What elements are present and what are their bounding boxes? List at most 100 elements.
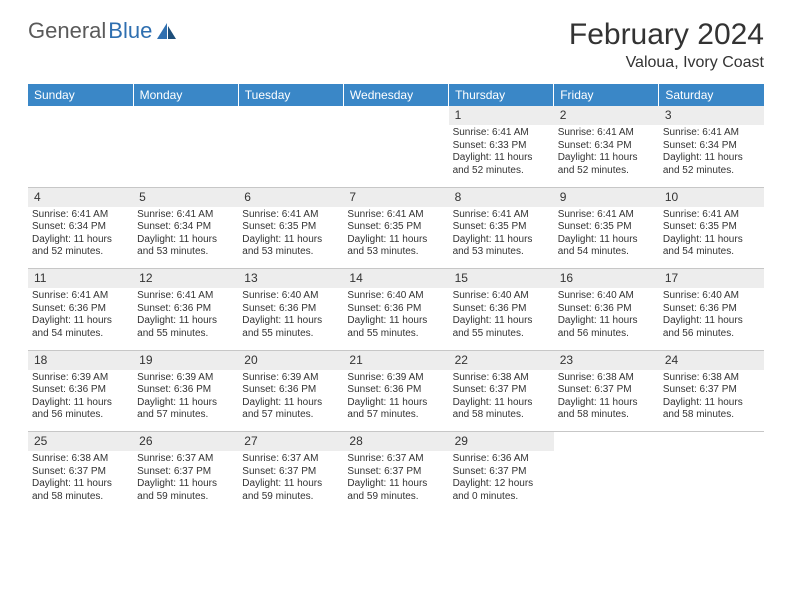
day-detail-cell: Sunrise: 6:41 AMSunset: 6:34 PMDaylight:… <box>133 207 238 269</box>
sunrise-text: Sunrise: 6:41 AM <box>32 209 129 222</box>
daylight-text-1: Daylight: 11 hours <box>137 234 234 247</box>
daylight-text-1: Daylight: 11 hours <box>558 397 655 410</box>
day-detail-cell: Sunrise: 6:37 AMSunset: 6:37 PMDaylight:… <box>343 451 448 513</box>
day-detail-cell: Sunrise: 6:41 AMSunset: 6:34 PMDaylight:… <box>554 125 659 187</box>
daylight-text-2: and 58 minutes. <box>663 409 760 422</box>
day-detail-cell: Sunrise: 6:40 AMSunset: 6:36 PMDaylight:… <box>659 288 764 350</box>
sunrise-text: Sunrise: 6:39 AM <box>347 372 444 385</box>
sunset-text: Sunset: 6:33 PM <box>453 140 550 153</box>
sunset-text: Sunset: 6:34 PM <box>558 140 655 153</box>
daylight-text-1: Daylight: 11 hours <box>242 478 339 491</box>
sunrise-text: Sunrise: 6:36 AM <box>453 453 550 466</box>
day-number-cell: 11 <box>28 269 133 289</box>
sunrise-text: Sunrise: 6:37 AM <box>137 453 234 466</box>
sunrise-text: Sunrise: 6:40 AM <box>242 290 339 303</box>
sunrise-text: Sunrise: 6:41 AM <box>453 209 550 222</box>
day-detail-cell <box>343 125 448 187</box>
detail-row: Sunrise: 6:38 AM Sunset: 6:37 PM Daylight:… <box>28 451 764 513</box>
detail-row: Sunrise: 6:39 AMSunset: 6:36 PMDaylight:… <box>28 370 764 432</box>
day-number-cell: 18 <box>28 350 133 370</box>
daylight-text-2: and 52 minutes. <box>558 165 655 178</box>
day-detail-cell <box>238 125 343 187</box>
day-detail-cell: Sunrise: 6:40 AMSunset: 6:36 PMDaylight:… <box>238 288 343 350</box>
day-number-cell: 13 <box>238 269 343 289</box>
daylight-text-1: Daylight: 11 hours <box>663 397 760 410</box>
day-detail-cell: Sunrise: 6:41 AMSunset: 6:34 PMDaylight:… <box>659 125 764 187</box>
daylight-text-2: and 56 minutes. <box>558 328 655 341</box>
sunrise-text: Sunrise: 6:41 AM <box>32 290 129 303</box>
day-number-cell: 28 <box>343 432 448 452</box>
day-number-cell: 21 <box>343 350 448 370</box>
day-detail-cell: Sunrise: 6:40 AMSunset: 6:36 PMDaylight:… <box>343 288 448 350</box>
daylight-text-2: and 53 minutes. <box>137 246 234 259</box>
daylight-text-1: Daylight: 11 hours <box>32 315 129 328</box>
day-detail-cell: Sunrise: 6:41 AMSunset: 6:35 PMDaylight:… <box>554 207 659 269</box>
day-number-cell: 9 <box>554 187 659 207</box>
sunset-text: Sunset: 6:36 PM <box>347 384 444 397</box>
sunset-text: Sunset: 6:37 PM <box>453 384 550 397</box>
sunset-text: Sunset: 6:36 PM <box>663 303 760 316</box>
sunrise-text: Sunrise: 6:41 AM <box>137 290 234 303</box>
weekday-tuesday: Tuesday <box>238 84 343 106</box>
daylight-text-1: Daylight: 11 hours <box>137 397 234 410</box>
sunrise-text: Sunrise: 6:40 AM <box>558 290 655 303</box>
sunset-text: Sunset: 6:36 PM <box>242 303 339 316</box>
daylight-text-1: Daylight: 11 hours <box>32 478 129 491</box>
day-number-cell <box>343 106 448 125</box>
daynum-row: 45678910 <box>28 187 764 207</box>
day-number-cell: 26 <box>133 432 238 452</box>
sunset-text: Sunset: 6:36 PM <box>242 384 339 397</box>
daylight-text-2: and 57 minutes. <box>242 409 339 422</box>
day-number-cell: 5 <box>133 187 238 207</box>
sunrise-text: Sunrise: 6:37 AM <box>242 453 339 466</box>
sunrise-text: Sunrise: 6:41 AM <box>242 209 339 222</box>
sunrise-text: Sunrise: 6:41 AM <box>453 127 550 140</box>
day-number-cell: 3 <box>659 106 764 125</box>
daylight-text-2: and 53 minutes. <box>242 246 339 259</box>
logo-sail-icon <box>156 22 178 40</box>
day-detail-cell: Sunrise: 6:39 AMSunset: 6:36 PMDaylight:… <box>238 370 343 432</box>
day-number-cell: 10 <box>659 187 764 207</box>
logo-text-gray: General <box>28 18 106 44</box>
daylight-text-2: and 58 minutes. <box>558 409 655 422</box>
detail-row: Sunrise: 6:41 AMSunset: 6:34 PMDaylight:… <box>28 207 764 269</box>
daylight-text-1: Daylight: 11 hours <box>558 315 655 328</box>
sunrise-text: Sunrise: 6:41 AM <box>347 209 444 222</box>
sunset-text: Sunset: 6:37 PM <box>137 466 234 479</box>
sunset-text: Sunset: 6:37 PM <box>558 384 655 397</box>
day-number-cell <box>133 106 238 125</box>
sunset-text: Sunset: 6:36 PM <box>137 303 234 316</box>
detail-row: Sunrise: 6:41 AMSunset: 6:36 PMDaylight:… <box>28 288 764 350</box>
day-detail-cell: Sunrise: 6:39 AMSunset: 6:36 PMDaylight:… <box>28 370 133 432</box>
daylight-text-1: Daylight: 11 hours <box>32 234 129 247</box>
day-number-cell: 4 <box>28 187 133 207</box>
daylight-text-1: Daylight: 11 hours <box>453 152 550 165</box>
detail-row: Sunrise: 6:41 AMSunset: 6:33 PMDaylight:… <box>28 125 764 187</box>
day-detail-cell: Sunrise: 6:36 AMSunset: 6:37 PMDaylight:… <box>449 451 554 513</box>
day-detail-cell <box>28 125 133 187</box>
sunrise-text: Sunrise: 6:39 AM <box>32 372 129 385</box>
weekday-saturday: Saturday <box>659 84 764 106</box>
sunset-text: Sunset: 6:36 PM <box>32 384 129 397</box>
sunset-text: Sunset: 6:36 PM <box>347 303 444 316</box>
day-detail-cell: Sunrise: 6:40 AMSunset: 6:36 PMDaylight:… <box>449 288 554 350</box>
day-number-cell: 1 <box>449 106 554 125</box>
daylight-text-1: Daylight: 11 hours <box>558 152 655 165</box>
sunrise-text: Sunrise: 6:40 AM <box>347 290 444 303</box>
daylight-text-1: Daylight: 11 hours <box>347 397 444 410</box>
day-detail-cell: Sunrise: 6:41 AMSunset: 6:33 PMDaylight:… <box>449 125 554 187</box>
day-number-cell: 7 <box>343 187 448 207</box>
day-detail-cell: Sunrise: 6:38 AMSunset: 6:37 PMDaylight:… <box>449 370 554 432</box>
daylight-text-1: Daylight: 11 hours <box>137 315 234 328</box>
day-detail-cell: Sunrise: 6:38 AMSunset: 6:37 PMDaylight:… <box>554 370 659 432</box>
daylight-text-1: Daylight: 11 hours <box>558 234 655 247</box>
day-detail-cell: Sunrise: 6:41 AMSunset: 6:34 PMDaylight:… <box>28 207 133 269</box>
sunrise-text: Sunrise: 6:37 AM <box>347 453 444 466</box>
sunrise-text: Sunrise: 6:38 AM <box>558 372 655 385</box>
sunset-text: Sunset: 6:35 PM <box>242 221 339 234</box>
sunrise-text: Sunrise: 6:38 AM <box>32 453 129 466</box>
day-number-cell <box>28 106 133 125</box>
sunset-text: Sunset: 6:37 PM <box>347 466 444 479</box>
day-number-cell: 20 <box>238 350 343 370</box>
day-number-cell: 29 <box>449 432 554 452</box>
